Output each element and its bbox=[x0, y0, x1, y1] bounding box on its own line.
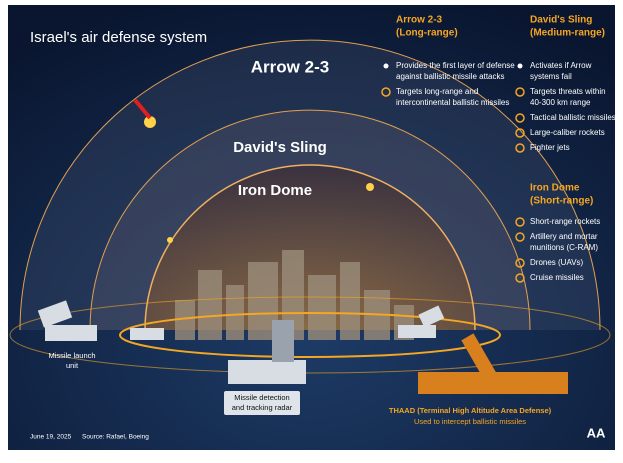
footer-source: Source: Rafael, Boeing bbox=[82, 434, 149, 441]
panel-item: Cruise missiles bbox=[530, 273, 584, 282]
target-icon bbox=[515, 128, 525, 138]
arc-label: Arrow 2-3 bbox=[251, 57, 329, 76]
target-icon bbox=[515, 143, 525, 153]
panel-item: Drones (UAVs) bbox=[530, 258, 584, 267]
target-icon bbox=[515, 258, 525, 268]
panel-item: Short-range rockets bbox=[530, 217, 600, 226]
target-icon bbox=[515, 273, 525, 283]
panel-item: Tactical ballistic missiles bbox=[530, 113, 616, 122]
launcher-label: unit bbox=[66, 361, 79, 370]
panel-heading: David's Sling bbox=[530, 15, 592, 26]
panel-item: Targets threats within bbox=[530, 87, 606, 96]
logo: AA bbox=[587, 425, 606, 440]
target-icon bbox=[381, 87, 391, 97]
panel-item: Provides the first layer of defense bbox=[396, 61, 515, 70]
panel-item: intercontinental ballistic missiles bbox=[396, 98, 509, 107]
thaad-note: Used to intercept ballistic missiles bbox=[414, 417, 526, 426]
target-icon bbox=[515, 87, 525, 97]
title: Israel's air defense system bbox=[30, 29, 207, 46]
radar-label: and tracking radar bbox=[232, 403, 293, 412]
missiles bbox=[133, 98, 374, 243]
panel-item: munitions (C-RAM) bbox=[530, 243, 598, 252]
thaad-label: THAAD (Terminal High Altitude Area Defen… bbox=[389, 406, 552, 415]
launcher-label: Missile launch bbox=[48, 351, 95, 360]
panel-heading: Arrow 2-3 bbox=[396, 15, 443, 26]
target-icon bbox=[515, 113, 525, 123]
panel-heading: Iron Dome bbox=[530, 183, 580, 194]
panel-item: 40-300 km range bbox=[530, 98, 591, 107]
panel-item: Large-caliber rockets bbox=[530, 128, 605, 137]
panel-item: Activates if Arrow bbox=[530, 61, 592, 70]
panel-item: Fighter jets bbox=[530, 143, 570, 152]
city bbox=[175, 250, 414, 340]
panel-heading: (Short-range) bbox=[530, 196, 593, 207]
target-icon bbox=[515, 232, 525, 242]
footer-date: June 19, 2025 bbox=[30, 434, 72, 441]
arc-label: Iron Dome bbox=[238, 182, 312, 199]
outer-ring bbox=[9, 296, 611, 374]
panel-item: systems fail bbox=[530, 72, 572, 81]
bullet bbox=[383, 63, 389, 69]
ground-ring bbox=[119, 312, 501, 358]
panel-heading: (Long-range) bbox=[396, 28, 458, 39]
radar-label-box bbox=[224, 391, 300, 415]
arc-label: David's Sling bbox=[233, 139, 327, 156]
launchers bbox=[37, 300, 445, 384]
panel-item: against ballistic missile attacks bbox=[396, 72, 504, 81]
bullet bbox=[517, 63, 523, 69]
radar-label: Missile detection bbox=[234, 393, 289, 402]
panel-item: Artillery and mortar bbox=[530, 232, 598, 241]
panel-heading: (Medium-range) bbox=[530, 28, 605, 39]
target-icon bbox=[515, 217, 525, 227]
thaad-truck bbox=[418, 333, 568, 394]
panel-item: Targets long-range and bbox=[396, 87, 478, 96]
